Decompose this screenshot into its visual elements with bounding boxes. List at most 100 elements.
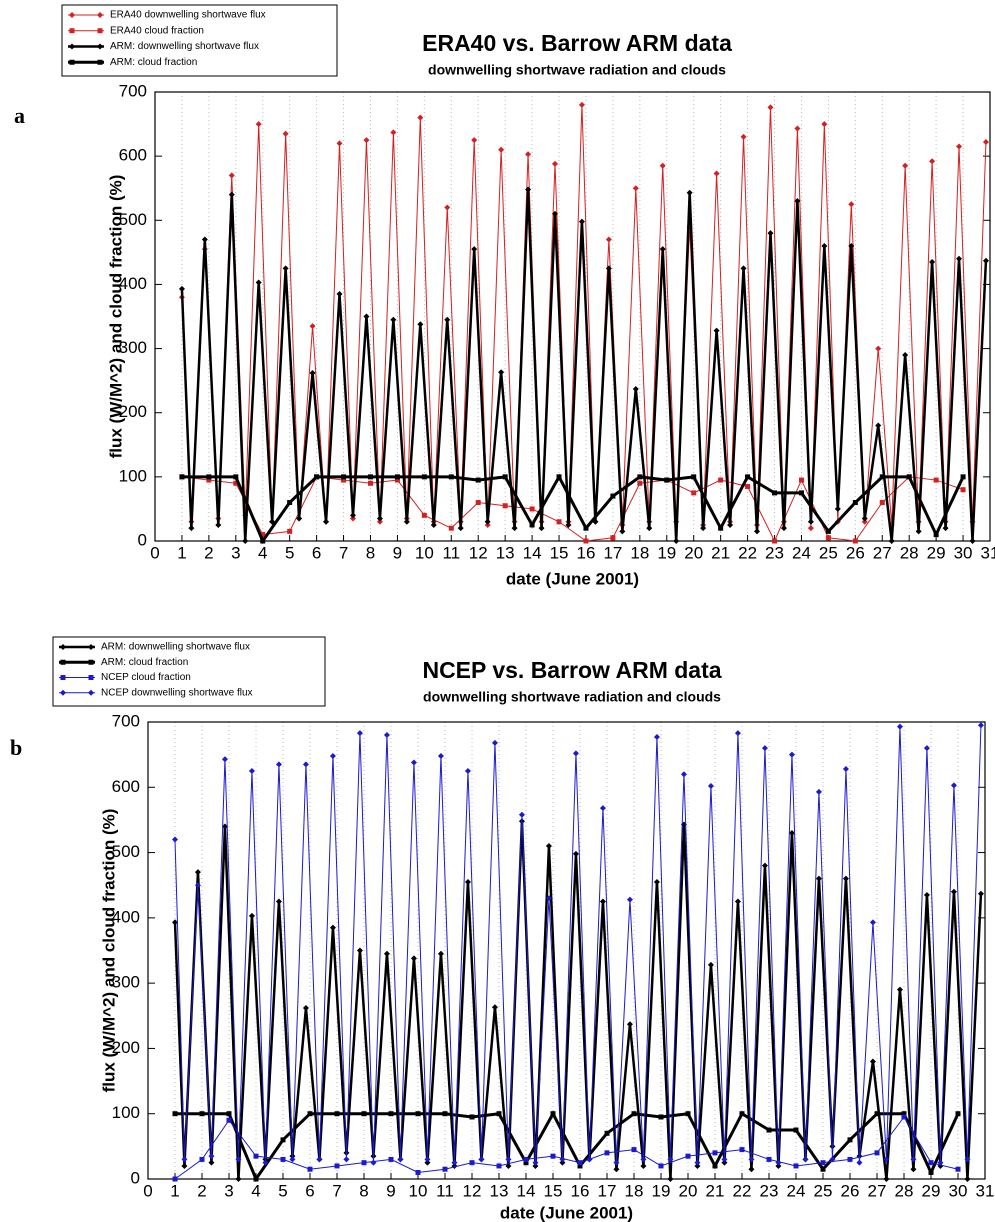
x-tick-label: 26 [846, 543, 865, 562]
marker [421, 474, 427, 480]
marker [745, 474, 751, 480]
y-tick-label: 0 [138, 530, 147, 549]
marker [632, 385, 639, 392]
marker [390, 129, 397, 136]
marker [578, 218, 585, 225]
marker [896, 723, 903, 730]
marker [448, 474, 454, 480]
x-tick-label: 21 [706, 1181, 725, 1200]
marker [343, 1156, 350, 1163]
marker [235, 1176, 242, 1182]
marker [718, 525, 724, 531]
x-tick-label: 15 [550, 543, 569, 562]
marker [933, 532, 939, 538]
marker [491, 739, 498, 746]
marker [874, 1111, 880, 1117]
plot-frame [154, 91, 991, 542]
chart-panel: ERA40 vs. Barrow ARM data downwelling sho… [14, 4, 995, 588]
y-tick-label: 700 [119, 81, 147, 100]
marker [686, 189, 693, 196]
marker [748, 1166, 755, 1173]
x-tick-label: 24 [787, 1181, 806, 1200]
marker [631, 1147, 637, 1153]
y-tick-label: 100 [112, 1103, 140, 1122]
marker [673, 538, 680, 544]
marker [888, 538, 895, 544]
marker [691, 490, 697, 496]
marker [613, 1159, 620, 1166]
marker [748, 1156, 755, 1163]
y-axis-label: flux (W/M^2) and cloud fraction (%) [106, 175, 125, 459]
marker [226, 1117, 232, 1123]
marker [842, 766, 849, 773]
marker [767, 230, 774, 237]
y-tick-label: 200 [112, 1038, 140, 1057]
marker [403, 518, 410, 525]
marker [691, 474, 697, 480]
x-tick-label: 14 [523, 543, 542, 562]
marker [883, 1176, 890, 1182]
marker [336, 140, 343, 147]
x-tick-label: 8 [359, 1181, 368, 1200]
x-tick-label: 29 [927, 543, 946, 562]
marker [471, 246, 478, 253]
series-line [181, 476, 964, 543]
x-tick-label: 22 [733, 1181, 752, 1200]
marker [906, 474, 912, 480]
marker [550, 1153, 556, 1159]
legend-box [61, 4, 338, 77]
marker [960, 474, 966, 480]
x-tick-label: 30 [954, 543, 973, 562]
y-tick-label: 0 [131, 1168, 140, 1187]
x-tick-label: 5 [278, 1181, 287, 1200]
marker [721, 1156, 728, 1163]
x-tick-label: 13 [496, 543, 515, 562]
marker [772, 538, 778, 544]
marker [255, 279, 262, 286]
marker [282, 130, 289, 137]
marker [956, 143, 963, 150]
marker [739, 1147, 745, 1153]
x-tick-label: 14 [517, 1181, 536, 1200]
legend-label: ARM: downwelling shortwave flux [110, 41, 259, 52]
x-tick-label: 2 [197, 1181, 206, 1200]
marker [529, 522, 535, 528]
marker [955, 1111, 961, 1117]
marker [551, 160, 558, 167]
marker [505, 1156, 512, 1163]
marker [302, 1004, 309, 1011]
marker [856, 1159, 863, 1166]
x-tick-label: 1 [170, 1181, 179, 1200]
marker [767, 104, 774, 111]
marker [599, 898, 606, 905]
marker [478, 1156, 485, 1163]
x-tick-label: 7 [332, 1181, 341, 1200]
marker [248, 767, 255, 774]
marker [875, 345, 882, 352]
marker [415, 1111, 421, 1117]
marker [356, 947, 363, 954]
marker [253, 1176, 259, 1182]
y-tick-label: 300 [112, 973, 140, 992]
marker [316, 1156, 323, 1163]
marker [982, 257, 989, 264]
marker [915, 528, 922, 535]
marker [664, 477, 670, 483]
marker [788, 751, 795, 758]
marker [740, 265, 747, 272]
marker [923, 892, 930, 899]
marker [928, 1169, 934, 1175]
marker [309, 369, 316, 376]
x-tick-label: 20 [679, 1181, 698, 1200]
marker [565, 521, 572, 528]
marker [910, 1156, 917, 1163]
marker [798, 490, 804, 496]
marker [410, 955, 417, 962]
chart-title: ERA40 vs. Barrow ARM data [422, 30, 732, 56]
marker [874, 1150, 880, 1156]
marker [942, 525, 949, 532]
marker [775, 1159, 782, 1166]
marker [442, 1166, 448, 1172]
marker [834, 505, 841, 512]
marker [314, 474, 320, 480]
